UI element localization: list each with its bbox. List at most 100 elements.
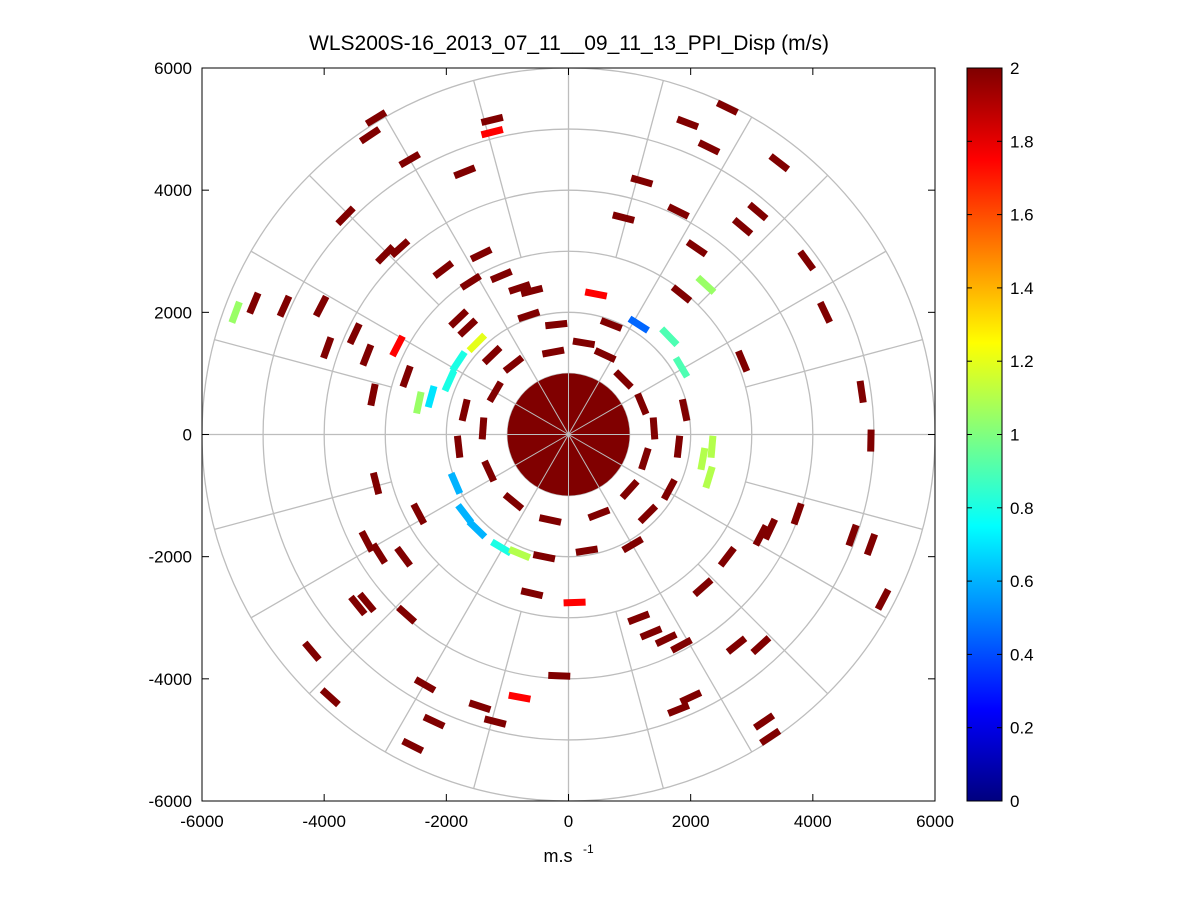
data-cell: [627, 315, 650, 334]
x-tick-label: -6000: [180, 812, 223, 831]
data-cell: [613, 369, 634, 390]
data-cell: [672, 356, 691, 379]
x-tick-label: 0: [564, 812, 573, 831]
data-cell: [508, 546, 532, 561]
data-cell: [346, 322, 363, 346]
data-cell: [449, 350, 468, 373]
data-cell: [389, 238, 411, 259]
data-cell: [692, 577, 714, 598]
data-cell: [697, 447, 709, 471]
data-cell: [398, 151, 421, 169]
azimuth-spoke-minor: [308, 174, 440, 306]
data-cell: [319, 687, 341, 708]
data-cell: [611, 211, 636, 224]
data-cell: [845, 523, 860, 547]
data-cell: [659, 326, 680, 348]
data-cell: [572, 337, 596, 349]
data-cell: [358, 126, 382, 145]
data-cell: [447, 471, 464, 495]
colorbar-tick-label: 2: [1010, 59, 1019, 78]
data-cell: [459, 272, 482, 291]
x-axis-ticks: -6000 -4000 -2000 0 2000 4000 6000: [180, 68, 954, 831]
data-cell: [359, 343, 375, 367]
data-cell: [448, 308, 469, 329]
azimuth-spoke-minor: [615, 611, 664, 789]
colorbar-tick-label: 0.4: [1010, 645, 1034, 664]
y-tick-label: -4000: [149, 670, 192, 689]
data-cell: [399, 364, 414, 388]
data-cell: [759, 727, 782, 746]
data-cell: [702, 465, 716, 489]
data-cell: [375, 244, 396, 265]
data-cell: [548, 671, 571, 680]
colorbar-tick-label: 0: [1010, 792, 1019, 811]
azimuth-spoke-minor: [745, 339, 923, 388]
azimuth-spoke-minor: [214, 481, 392, 530]
data-cell: [752, 712, 776, 731]
data-cell: [707, 435, 717, 459]
data-cell: [369, 471, 383, 495]
data-cell: [587, 506, 611, 522]
data-cell: [453, 164, 477, 180]
x-tick-label: -4000: [302, 812, 345, 831]
data-cell: [480, 113, 504, 126]
data-cell: [394, 545, 413, 568]
y-tick-label: -2000: [149, 548, 192, 567]
colorbar-tick-label: 0.2: [1010, 719, 1034, 738]
data-cell: [797, 249, 817, 272]
data-cell: [697, 139, 721, 156]
data-cell: [468, 699, 492, 713]
data-cell: [348, 594, 368, 617]
colorbar-tick-label: 1.8: [1010, 132, 1034, 151]
data-cell: [575, 545, 599, 556]
azimuth-spoke-minor: [473, 80, 522, 258]
y-tick-label: -6000: [149, 792, 192, 811]
colorbar-tick-label: 1.4: [1010, 279, 1034, 298]
azimuth-spoke-minor: [615, 80, 664, 258]
data-cell: [357, 591, 377, 614]
data-cell: [670, 636, 693, 654]
data-cell: [637, 503, 659, 525]
data-cell: [867, 429, 875, 452]
data-cell: [367, 383, 379, 407]
data-cell: [457, 317, 479, 338]
data-cell: [489, 268, 513, 284]
azimuth-spoke-inner: [568, 381, 600, 435]
data-cell: [453, 435, 464, 459]
x-axis-label-superscript: -1: [583, 842, 594, 856]
data-cell: [520, 284, 544, 298]
colorbar-tick-label: 1: [1010, 426, 1019, 445]
data-cell: [490, 538, 513, 557]
azimuth-spoke-inner: [515, 434, 569, 466]
data-cell: [335, 205, 356, 227]
data-cell: [455, 503, 475, 525]
data-cell: [532, 551, 556, 563]
colorbar-tick-label: 0.6: [1010, 572, 1034, 591]
data-cell: [480, 126, 504, 139]
data-cell: [621, 535, 644, 554]
data-cell: [667, 203, 690, 220]
data-cell: [667, 702, 691, 717]
data-cell: [750, 635, 772, 656]
azimuth-spoke-minor: [697, 563, 829, 695]
data-cell: [584, 288, 608, 300]
colorbar-tick-label: 1.2: [1010, 352, 1034, 371]
data-cell: [634, 392, 650, 416]
data-cell: [627, 610, 651, 626]
data-cell: [593, 347, 617, 363]
data-cell: [790, 502, 805, 526]
data-cell: [478, 417, 488, 440]
data-cell: [396, 604, 418, 625]
azimuth-spoke-minor: [697, 174, 829, 306]
colorbar-ticks: 2 1.8 1.6 1.4 1.2 1 0.8 0.6 0.4 0.2 0: [967, 59, 1034, 811]
data-cell: [541, 346, 565, 358]
data-cell: [441, 369, 458, 393]
x-axis-label: m.s: [544, 846, 573, 866]
y-tick-label: 6000: [154, 59, 192, 78]
data-cell: [508, 691, 532, 703]
data-cell: [619, 478, 640, 501]
data-cell: [481, 459, 497, 483]
azimuth-spoke-inner: [515, 403, 569, 435]
data-cell: [517, 308, 541, 323]
data-cell: [695, 274, 717, 295]
